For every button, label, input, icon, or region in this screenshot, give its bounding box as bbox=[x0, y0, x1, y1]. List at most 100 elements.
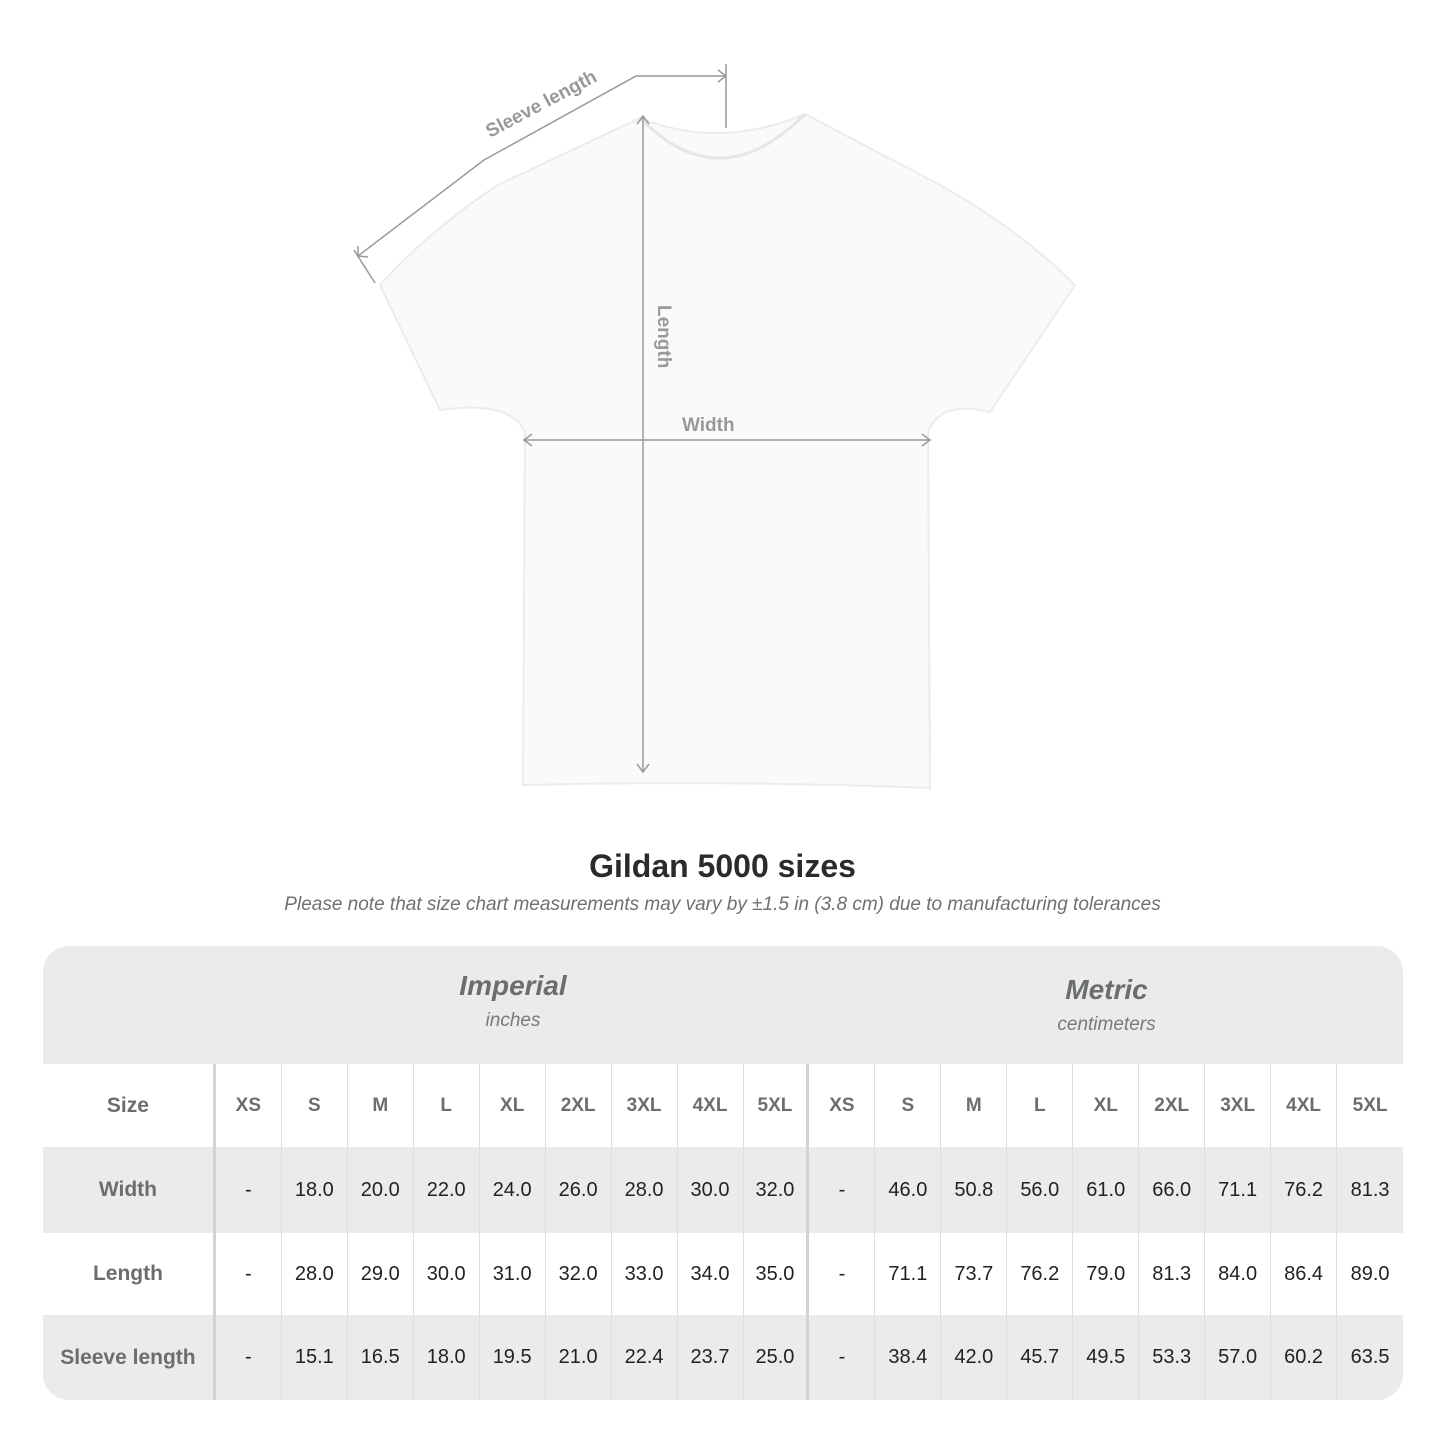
table-cell-metric: 46.0 bbox=[875, 1147, 942, 1233]
table-cell-imperial: 24.0 bbox=[480, 1147, 546, 1233]
table-cell-imperial: 32.0 bbox=[546, 1233, 612, 1315]
size-table: Imperial inches Metric centimeters Size X… bbox=[43, 946, 1403, 1400]
imperial-title: Imperial bbox=[459, 970, 567, 1001]
table-cell-metric: 76.2 bbox=[1007, 1233, 1074, 1315]
table-cell-metric: 66.0 bbox=[1139, 1147, 1206, 1233]
row-label: Length bbox=[43, 1233, 216, 1315]
table-cell-imperial: 25.0 bbox=[744, 1315, 810, 1400]
size-header-imperial: XS bbox=[216, 1064, 282, 1147]
size-header-imperial: S bbox=[282, 1064, 348, 1147]
size-header-metric: 2XL bbox=[1139, 1064, 1206, 1147]
sleeve-length-label: Sleeve length bbox=[482, 66, 600, 142]
table-cell-metric: 71.1 bbox=[875, 1233, 942, 1315]
size-header-metric: 5XL bbox=[1352, 1094, 1388, 1116]
table-cell-metric: 71.1 bbox=[1205, 1147, 1272, 1233]
size-header-imperial: L bbox=[414, 1064, 480, 1147]
arrowhead bbox=[357, 246, 369, 258]
table-cell-metric: 89.0 bbox=[1350, 1262, 1390, 1285]
table-cell-imperial: 34.0 bbox=[678, 1233, 744, 1315]
table-cell-imperial: 21.0 bbox=[546, 1315, 612, 1400]
table-cell-imperial: 33.0 bbox=[612, 1233, 678, 1315]
size-header-metric: 4XL bbox=[1271, 1064, 1338, 1147]
size-header-metric: L bbox=[1007, 1064, 1074, 1147]
table-cell-metric: 56.0 bbox=[1007, 1147, 1074, 1233]
table-cell-imperial: 28.0 bbox=[282, 1233, 348, 1315]
page-title: Gildan 5000 sizes bbox=[589, 848, 856, 884]
table-cell-imperial: 30.0 bbox=[414, 1233, 480, 1315]
table-cell-metric: 45.7 bbox=[1007, 1315, 1074, 1400]
arrowhead bbox=[717, 69, 728, 83]
tshirt-diagram: Sleeve length Length Width bbox=[353, 64, 1077, 790]
table-cell-imperial: 30.0 bbox=[678, 1147, 744, 1233]
imperial-header: Imperial inches bbox=[216, 946, 810, 1064]
table-cell-imperial: - bbox=[216, 1147, 282, 1233]
width-label: Width bbox=[682, 415, 735, 436]
imperial-unit: inches bbox=[485, 1010, 541, 1031]
table-cell-metric: 49.5 bbox=[1073, 1315, 1140, 1400]
table-cell-imperial: 32.0 bbox=[744, 1147, 810, 1233]
tolerance-note: Please note that size chart measurements… bbox=[284, 894, 1161, 915]
table-cell-imperial: 31.0 bbox=[480, 1233, 546, 1315]
table-cell-metric: 42.0 bbox=[941, 1315, 1008, 1400]
metric-title: Metric bbox=[1065, 974, 1148, 1005]
arrowhead bbox=[636, 763, 650, 774]
table-cell-imperial: 22.0 bbox=[414, 1147, 480, 1233]
size-header-row: Size XS S M L XL 2XL 3XL 4XL 5XL XS S M L XL 2XL 3XL 4XL 5… bbox=[43, 1064, 1403, 1147]
sleeve-tick-left bbox=[353, 249, 376, 284]
table-cell-imperial: 19.5 bbox=[480, 1315, 546, 1400]
size-header-imperial: 2XL bbox=[546, 1064, 612, 1147]
size-header-imperial: M bbox=[348, 1064, 414, 1147]
size-header-imperial: 5XL bbox=[744, 1064, 810, 1147]
table-cell-imperial: 29.0 bbox=[348, 1233, 414, 1315]
table-cell-metric: - bbox=[809, 1315, 876, 1400]
size-header-metric: XL bbox=[1073, 1064, 1140, 1147]
table-cell-metric: 57.0 bbox=[1205, 1315, 1272, 1400]
size-header-metric: S bbox=[875, 1064, 942, 1147]
collar bbox=[638, 112, 807, 160]
sleeve-measure-line bbox=[357, 75, 726, 257]
table-row: Length -28.0 29.0 30.0 31.0 32.0 33.0 34.0 35.0-… bbox=[43, 1233, 1403, 1315]
row-label: Size bbox=[43, 1064, 216, 1147]
table-cell-metric: 76.2 bbox=[1271, 1147, 1338, 1233]
table-cell-metric: 81.3 bbox=[1350, 1178, 1390, 1201]
table-cell-imperial: 18.0 bbox=[282, 1147, 348, 1233]
table-cell-metric: - bbox=[809, 1147, 876, 1233]
table-row: Width -18.0 20.0 22.0 24.0 26.0 28.0 30.0 32.0-4… bbox=[43, 1147, 1403, 1233]
table-cell-imperial: 18.0 bbox=[414, 1315, 480, 1400]
table-cell-imperial: 35.0 bbox=[744, 1233, 810, 1315]
metric-unit: centimeters bbox=[1057, 1014, 1156, 1035]
table-cell-imperial: 16.5 bbox=[348, 1315, 414, 1400]
size-header-metric: 3XL bbox=[1205, 1064, 1272, 1147]
table-cell-imperial: 22.4 bbox=[612, 1315, 678, 1400]
table-cell-imperial: - bbox=[216, 1315, 282, 1400]
table-cell-metric: 86.4 bbox=[1271, 1233, 1338, 1315]
arrowhead bbox=[636, 114, 650, 125]
table-cell-metric: 79.0 bbox=[1073, 1233, 1140, 1315]
metric-header: Metric centimeters bbox=[810, 946, 1403, 1064]
table-cell-imperial: 23.7 bbox=[678, 1315, 744, 1400]
table-cell-metric: 50.8 bbox=[941, 1147, 1008, 1233]
arrowhead bbox=[522, 433, 533, 447]
table-cell-imperial: - bbox=[216, 1233, 282, 1315]
size-header-metric: M bbox=[941, 1064, 1008, 1147]
table-cell-metric: - bbox=[809, 1233, 876, 1315]
row-label: Sleeve length bbox=[43, 1315, 216, 1400]
table-cell-imperial: 20.0 bbox=[348, 1147, 414, 1233]
table-cell-metric: 38.4 bbox=[875, 1315, 942, 1400]
table-cell-imperial: 15.1 bbox=[282, 1315, 348, 1400]
table-cell-metric: 53.3 bbox=[1139, 1315, 1206, 1400]
table-cell-metric: 81.3 bbox=[1139, 1233, 1206, 1315]
table-cell-imperial: 28.0 bbox=[612, 1147, 678, 1233]
tshirt-image bbox=[378, 112, 1077, 790]
table-cell-metric: 60.2 bbox=[1271, 1315, 1338, 1400]
table-row: Sleeve length -15.1 16.5 18.0 19.5 21.0 22.4 23… bbox=[43, 1315, 1403, 1400]
size-header-imperial: XL bbox=[480, 1064, 546, 1147]
table-cell-metric: 73.7 bbox=[941, 1233, 1008, 1315]
table-cell-imperial: 26.0 bbox=[546, 1147, 612, 1233]
table-cell-metric: 61.0 bbox=[1073, 1147, 1140, 1233]
arrowhead bbox=[921, 433, 932, 447]
size-header-imperial: 3XL bbox=[612, 1064, 678, 1147]
size-header-metric: XS bbox=[809, 1064, 876, 1147]
row-label: Width bbox=[43, 1147, 216, 1233]
table-cell-metric: 84.0 bbox=[1205, 1233, 1272, 1315]
